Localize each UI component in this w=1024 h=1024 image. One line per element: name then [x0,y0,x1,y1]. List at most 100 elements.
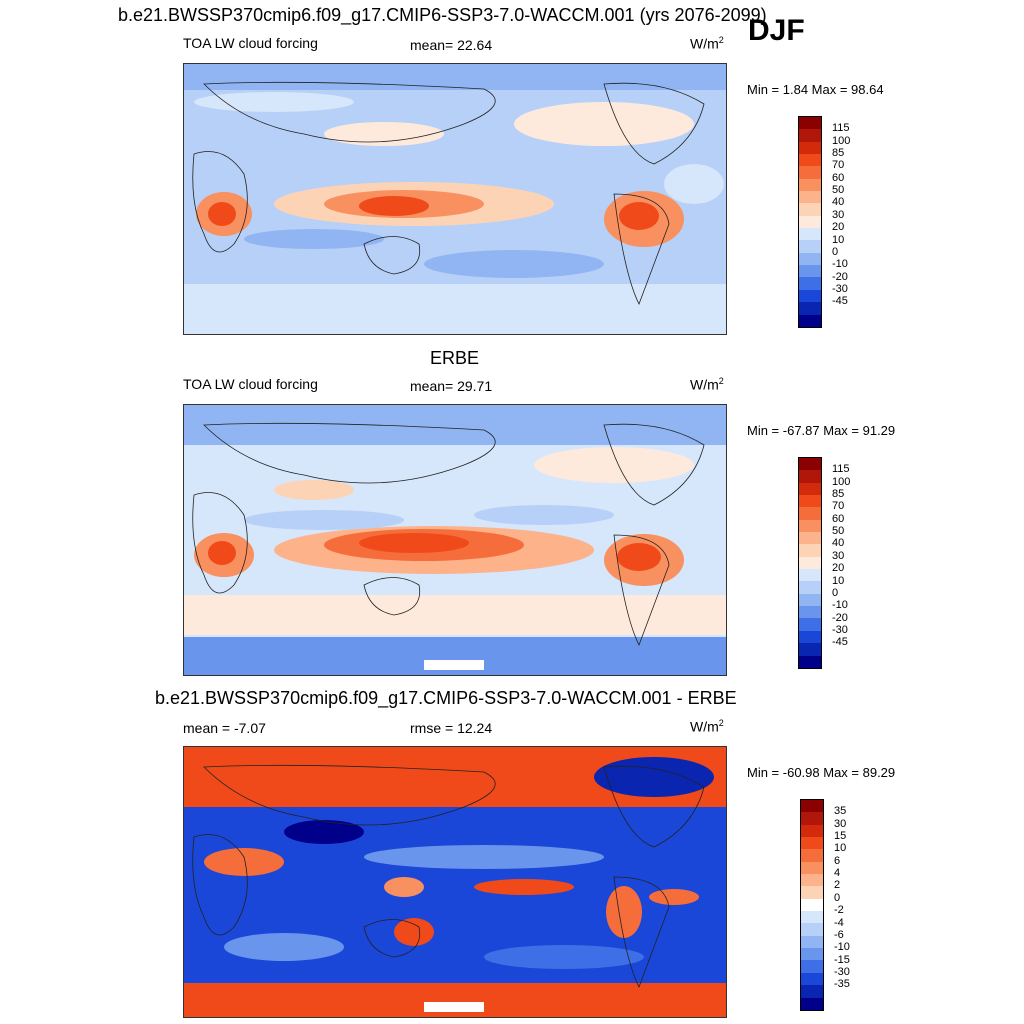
colorbar-swatch [799,314,821,327]
colorbar-swatch [799,166,821,179]
panel3-minmax: Min = -60.98 Max = 89.29 [747,765,896,780]
colorbar-swatch [799,240,821,253]
colorbar-tick-label: -20 [832,270,848,283]
colorbar-swatch [801,824,823,838]
colorbar-swatch [801,997,823,1010]
colorbar-swatch [799,289,821,303]
panel2-field-label: TOA LW cloud forcing [183,376,318,392]
colorbar-tick-label: -6 [834,928,844,941]
panel3-antarctic-band [184,983,726,1017]
colorbar-swatch [799,581,821,594]
colorbar-tick-label: -35 [834,978,850,991]
colorbar-swatch [799,482,821,496]
panel3-pacific-positive [474,879,574,895]
colorbar-swatch [799,178,821,192]
colorbar-swatch [799,277,821,290]
colorbar-swatch [801,935,823,949]
colorbar-swatch [801,948,823,961]
colorbar-tick-label: 50 [832,525,845,538]
colorbar-tick-label: 15 [834,830,847,843]
colorbar-swatch [799,655,821,668]
colorbar-tick-label: 100 [832,475,851,488]
colorbar-swatch [801,960,823,973]
colorbar-swatch [799,618,821,631]
colorbar-tick-label: 100 [832,134,851,147]
panel2-mean-label: mean= 29.71 [410,378,493,394]
colorbar-tick-label: 20 [832,221,845,234]
panel3-map [183,746,727,1018]
colorbar-swatch [799,569,821,582]
colorbar-swatch [799,265,821,278]
colorbar-tick-label: -30 [834,965,850,978]
panel2-title: ERBE [430,348,480,368]
colorbar-tick-label: 35 [834,805,847,818]
panel1-minmax: Min = 1.84 Max = 98.64 [747,82,884,97]
colorbar-swatch [799,141,821,155]
colorbar-tick-label: 0 [832,586,839,599]
colorbar-tick-label: 30 [832,208,845,221]
colorbar-tick-label: 85 [832,147,845,160]
colorbar-tick-label: 60 [832,171,845,184]
colorbar-swatch [799,302,821,315]
colorbar-swatch [799,519,821,533]
colorbar-tick-label: 60 [832,512,845,525]
colorbar-swatch [799,630,821,644]
panel3-title: b.e21.BWSSP370cmip6.f09_g17.CMIP6-SSP3-7… [155,688,737,708]
colorbar-tick-label: 30 [832,549,845,562]
colorbar-swatch [799,532,821,545]
colorbar-swatch [801,812,823,825]
colorbar-swatch [801,985,823,998]
colorbar-tick-label: -10 [834,941,850,954]
colorbar-tick-label: 20 [832,562,845,575]
colorbar-swatch [801,800,823,813]
colorbar-swatch [799,507,821,520]
panel1-colorbar [798,116,822,328]
colorbar-tick-label: 10 [834,842,847,855]
colorbar-swatch [801,849,823,862]
colorbar-swatch [799,129,821,142]
panel2-minmax: Min = -67.87 Max = 91.29 [747,423,896,438]
colorbar-swatch [799,203,821,216]
colorbar-tick-label: -2 [834,904,844,917]
colorbar-tick-label: 85 [832,488,845,501]
panel2-units: W/m2 [690,376,724,393]
colorbar-swatch [801,911,823,924]
colorbar-swatch [799,117,821,130]
panel2-colorbar [798,457,822,669]
colorbar-tick-label: 10 [832,574,845,587]
colorbar-tick-label: -30 [832,623,848,636]
colorbar-tick-label: -45 [832,636,848,649]
colorbar-tick-label: 30 [834,817,847,830]
colorbar-tick-label: -15 [834,953,850,966]
colorbar-tick-label: 70 [832,159,845,172]
colorbar-swatch [799,252,821,266]
colorbar-swatch [801,898,823,912]
colorbar-swatch [799,191,821,204]
colorbar-tick-label: 40 [832,537,845,550]
figure-title: b.e21.BWSSP370cmip6.f09_g17.CMIP6-SSP3-7… [118,5,767,25]
colorbar-swatch [801,923,823,936]
panel2-map [183,404,727,676]
colorbar-swatch [799,593,821,607]
colorbar-tick-label: 0 [832,245,839,258]
colorbar-tick-label: -10 [832,258,848,271]
colorbar-swatch [799,643,821,656]
colorbar-tick-label: 50 [832,184,845,197]
panel3-mean-label: mean = -7.07 [183,720,266,736]
colorbar-swatch [799,556,821,570]
colorbar-swatch [801,861,823,875]
colorbar-tick-label: 4 [834,867,841,880]
colorbar-swatch [799,470,821,483]
panel3-rmse-label: rmse = 12.24 [410,720,493,736]
panel3-colorbar [800,799,824,1011]
colorbar-tick-label: 115 [832,122,850,135]
colorbar-tick-label: 70 [832,500,845,513]
colorbar-swatch [799,495,821,508]
colorbar-swatch [801,972,823,986]
panel3-units: W/m2 [690,718,724,735]
colorbar-tick-label: 40 [832,196,845,209]
colorbar-swatch [799,154,821,167]
colorbar-tick-label: -20 [832,611,848,624]
colorbar-tick-label: 0 [834,891,841,904]
colorbar-swatch [801,837,823,850]
